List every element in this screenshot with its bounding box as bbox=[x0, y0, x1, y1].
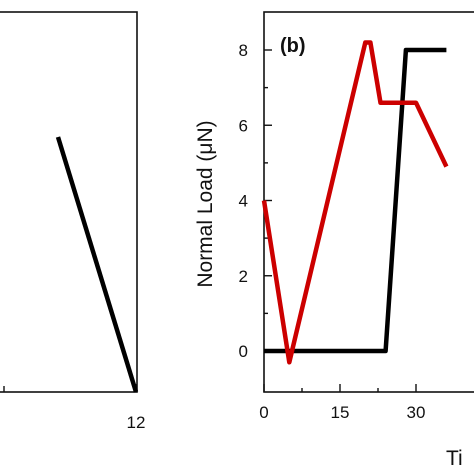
x-tick-label: 0 bbox=[259, 403, 268, 422]
series-line-red bbox=[261, 40, 449, 365]
y-tick-label: 4 bbox=[239, 192, 248, 211]
y-tick-label: 0 bbox=[239, 342, 248, 361]
y-tick-label: 2 bbox=[239, 267, 248, 286]
x-tick-label: 12 bbox=[127, 413, 146, 432]
y-tick-label: 6 bbox=[239, 116, 248, 135]
panel-b: (b) Normal Load (μN) Ti 0 15 30 0 2 4 6 8 bbox=[194, 11, 474, 470]
y-tick-label: 8 bbox=[239, 41, 248, 60]
panel-a: 12 bbox=[0, 11, 146, 432]
series-line-black bbox=[55, 136, 139, 393]
x-axis-title: Ti bbox=[446, 447, 463, 470]
x-tick-label: 15 bbox=[331, 403, 350, 422]
panel-b-label: (b) bbox=[280, 35, 306, 57]
panel-a-frame bbox=[0, 11, 138, 393]
x-tick-label: 30 bbox=[407, 403, 426, 422]
series-line-black bbox=[264, 47, 447, 354]
y-axis-title: Normal Load (μN) bbox=[194, 120, 217, 287]
